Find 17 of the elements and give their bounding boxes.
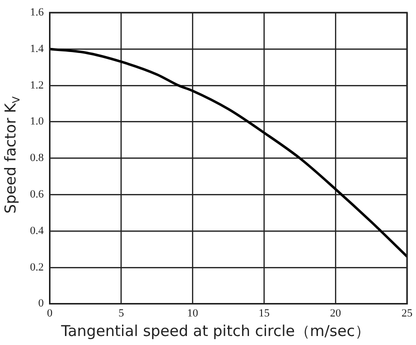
x-tick-label: 20: [330, 307, 342, 320]
y-tick-label: 0: [38, 298, 44, 310]
x-tick-label: 10: [187, 307, 199, 320]
y-tick-label: 0.2: [30, 261, 44, 274]
x-tick-label: 0: [47, 307, 53, 320]
y-tick-label: 1.6: [30, 6, 44, 18]
line-series: [50, 48, 407, 258]
y-tick-label: 0.4: [30, 224, 44, 237]
y-tick-label: 0.6: [30, 188, 44, 200]
y-tick-label: 1.2: [30, 79, 44, 92]
y-tick-label: 1.4: [30, 42, 44, 55]
x-axis-title: Tangential speed at pitch circle（m/sec）: [60, 322, 370, 340]
x-tick-label: 25: [402, 307, 413, 320]
y-tick-label: 0.8: [30, 152, 44, 164]
x-tick-label: 5: [118, 307, 124, 320]
x-tick-label: 15: [258, 307, 270, 320]
y-tick-label: 1.0: [30, 116, 44, 128]
